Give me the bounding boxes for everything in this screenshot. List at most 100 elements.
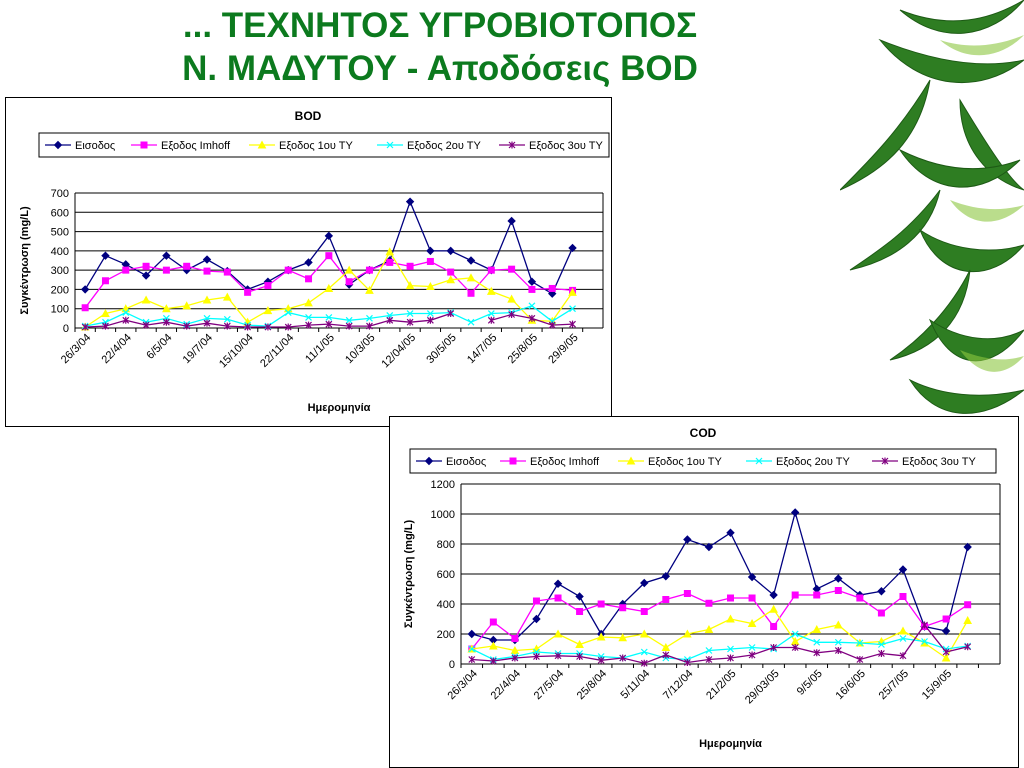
- data-point: [223, 322, 231, 330]
- x-tick-label: 25/8/04: [575, 668, 609, 702]
- y-tick-label: 500: [51, 227, 69, 239]
- data-point: [727, 645, 734, 653]
- data-point: [576, 608, 584, 615]
- legend-marker-3: [755, 457, 763, 465]
- x-tick-label: 15/10/04: [217, 332, 256, 371]
- data-point: [426, 281, 435, 291]
- data-point: [963, 542, 972, 552]
- data-point: [467, 289, 475, 297]
- y-tick-label: 400: [51, 246, 69, 258]
- data-point: [834, 638, 842, 646]
- legend-label-1: Εξοδος Imhoff: [161, 140, 231, 152]
- data-point: [898, 626, 908, 635]
- data-point: [834, 647, 842, 654]
- y-tick-label: 200: [437, 629, 455, 641]
- data-point: [791, 644, 799, 651]
- data-point: [510, 645, 520, 654]
- data-point: [640, 648, 648, 656]
- data-point: [325, 320, 333, 328]
- legend-marker-0: [424, 456, 434, 466]
- data-point: [284, 266, 292, 274]
- legend-item-2: Εξοδος 1ου ΤΥ: [249, 140, 354, 152]
- data-point: [661, 642, 671, 651]
- data-point: [426, 257, 434, 265]
- data-point: [446, 275, 456, 284]
- data-point: [528, 302, 536, 310]
- data-point: [964, 643, 972, 651]
- x-tick-label: 12/04/05: [379, 332, 418, 371]
- data-point: [726, 614, 735, 623]
- data-point: [770, 623, 778, 630]
- x-tick-label: 16/6/05: [834, 668, 868, 702]
- data-point: [921, 621, 928, 629]
- data-point: [264, 323, 272, 331]
- data-point: [202, 255, 212, 264]
- data-point: [661, 572, 671, 581]
- series-1: [81, 252, 577, 312]
- legend-marker-1: [140, 141, 148, 149]
- data-point: [142, 321, 150, 329]
- chart-title: COD: [690, 426, 717, 440]
- y-tick-label: 200: [51, 284, 69, 296]
- data-point: [533, 653, 540, 660]
- data-point: [162, 251, 171, 260]
- legend-marker-4: [508, 141, 516, 149]
- data-point: [640, 608, 648, 615]
- y-tick-label: 800: [437, 539, 455, 551]
- data-point: [727, 654, 734, 662]
- data-point: [834, 587, 842, 594]
- bod-chart: BOD Εισοδος Εξοδος Imhoff Εξοδος 1ου ΤΥ Εξοδ…: [19, 109, 610, 414]
- data-point: [747, 572, 757, 582]
- data-point: [406, 310, 414, 317]
- data-point: [426, 310, 434, 317]
- legend-label-4: Εξοδος 3ου ΤΥ: [902, 456, 977, 468]
- data-point: [662, 596, 670, 603]
- data-point: [511, 654, 519, 662]
- data-point: [548, 321, 556, 329]
- data-point: [305, 321, 312, 329]
- data-point: [554, 594, 562, 602]
- data-point: [941, 653, 951, 662]
- data-point: [856, 594, 864, 602]
- y-axis-title: Συγκέντρωση (mg/L): [403, 520, 415, 629]
- data-point: [366, 314, 373, 322]
- series-line-3: [471, 633, 968, 661]
- data-point: [813, 638, 821, 646]
- data-point: [527, 277, 537, 286]
- slide-title-line2: Ν. ΜΑΔΥΤΟΥ - Αποδόσεις BOD: [182, 49, 698, 88]
- legend-marker-0: [53, 140, 63, 150]
- x-tick-label: 25/8/05: [506, 332, 540, 366]
- data-point: [405, 281, 415, 290]
- data-point: [102, 322, 109, 330]
- data-point: [305, 275, 313, 283]
- x-tick-label: 9/5/05: [795, 668, 825, 698]
- cod-chart-frame: COD Εισοδος Εξοδος Imhoff Εξοδος 1ου ΤΥ Εξοδ…: [389, 416, 1019, 768]
- data-point: [683, 659, 691, 666]
- data-point: [662, 651, 670, 659]
- data-point: [284, 309, 292, 316]
- legend-marker-1: [509, 457, 517, 465]
- data-point: [466, 273, 476, 282]
- data-point: [183, 322, 191, 330]
- data-point: [942, 615, 950, 623]
- legend-label-0: Εισοδος: [446, 456, 486, 468]
- data-point: [553, 579, 563, 588]
- series-0: [467, 508, 972, 645]
- data-point: [813, 591, 821, 599]
- data-point: [264, 282, 272, 290]
- data-point: [576, 653, 584, 660]
- legend-marker-2: [257, 140, 267, 149]
- data-point: [705, 599, 713, 607]
- bamboo-decoration: [840, 0, 1024, 414]
- x-tick-label: 6/5/04: [144, 332, 174, 362]
- data-point: [122, 309, 130, 316]
- data-point: [568, 287, 577, 296]
- legend-item-0: Εισοδος: [416, 456, 486, 468]
- series-4: [468, 621, 972, 667]
- x-tick-label: 10/3/05: [343, 332, 377, 366]
- x-axis-title: Ημερομηνία: [699, 738, 762, 750]
- legend-label-3: Εξοδος 2ου ΤΥ: [776, 456, 851, 468]
- cod-chart: COD Εισοδος Εξοδος Imhoff Εξοδος 1ου ΤΥ Εξοδ…: [403, 426, 1001, 750]
- x-tick-label: 22/4/04: [99, 332, 133, 366]
- data-point: [568, 243, 577, 253]
